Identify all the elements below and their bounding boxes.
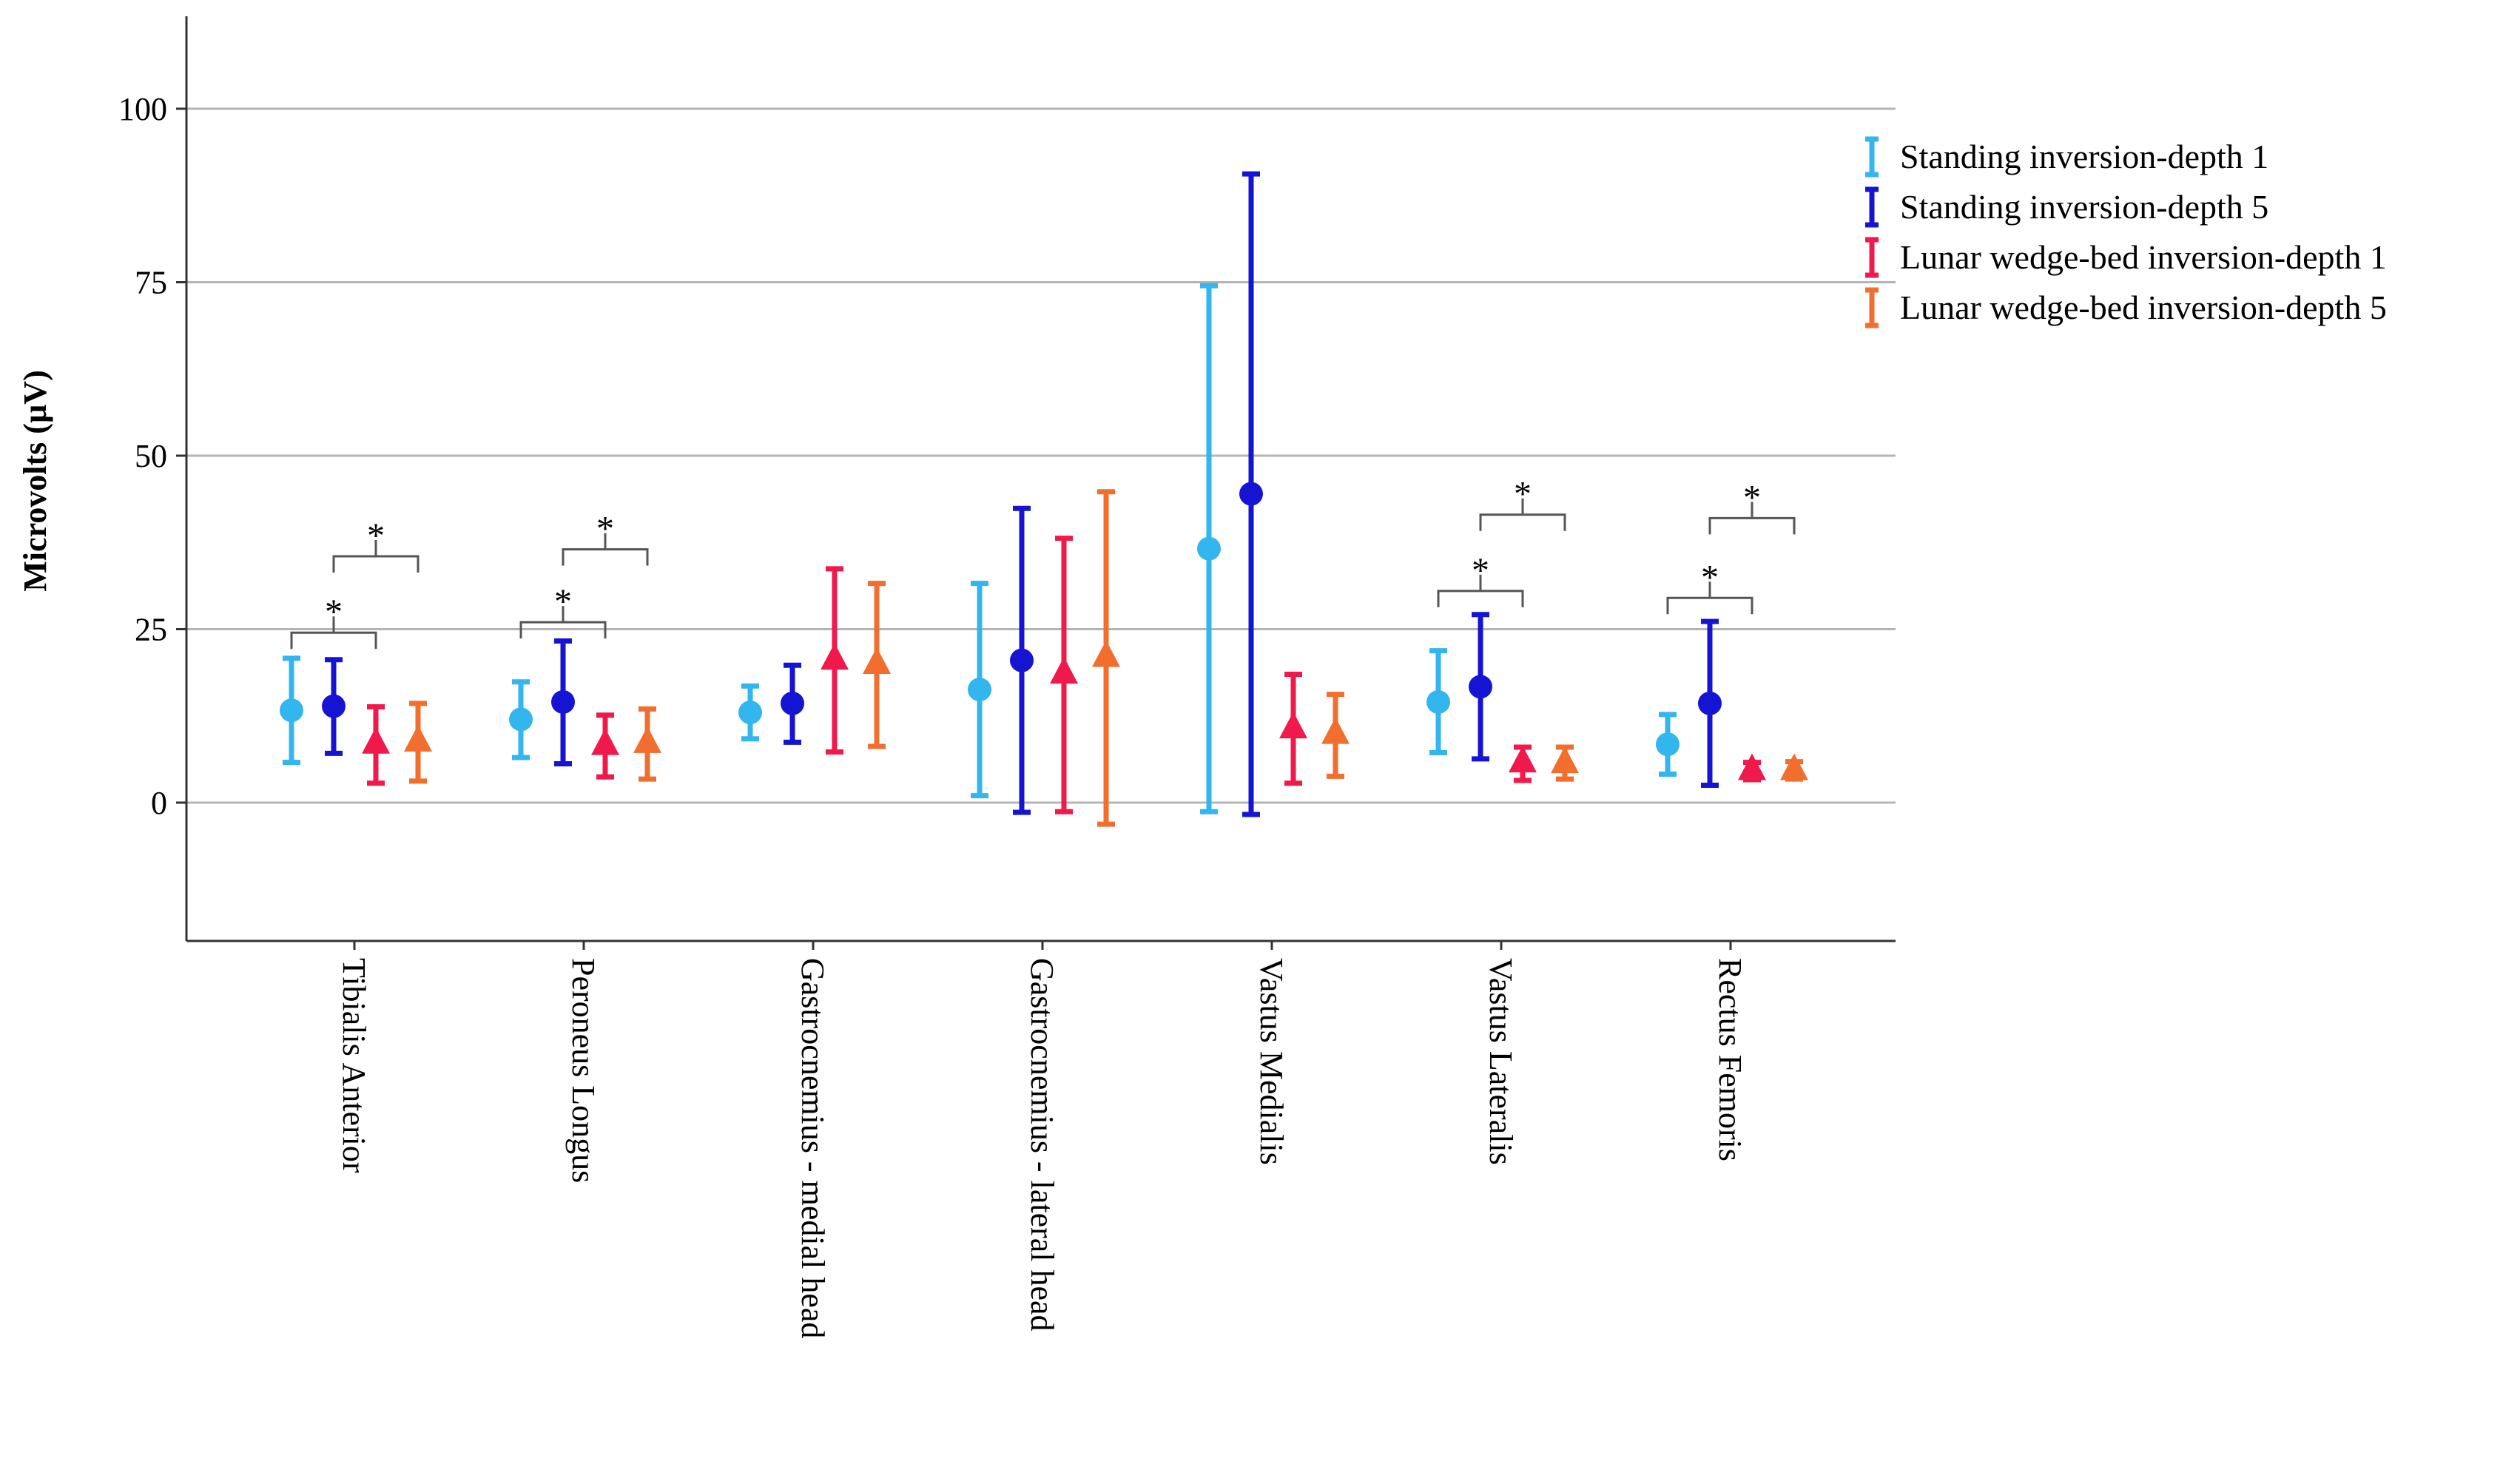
y-tick-label: 0: [151, 785, 167, 821]
mean-marker: [1509, 746, 1537, 773]
mean-marker: [1738, 753, 1766, 780]
mean-marker: [1010, 648, 1034, 672]
mean-marker: [509, 707, 533, 732]
category-label: Gastrocnemius - medial head: [795, 958, 831, 1338]
category-label: Rectus Femoris: [1712, 958, 1748, 1161]
legend-item: Lunar wedge-bed inversion-depth 5: [1865, 287, 2387, 328]
significance-bracket: [1708, 502, 1796, 535]
mean-marker: [362, 726, 390, 754]
significance-annotations: * * * * * * * *: [290, 475, 1796, 649]
mean-marker: [968, 678, 991, 702]
significance-star: *: [596, 510, 614, 549]
y-tick-label: 75: [135, 265, 167, 301]
mean-marker: [633, 726, 661, 753]
significance-star: *: [1701, 558, 1719, 597]
legend-label: Lunar wedge-bed inversion-depth 1: [1900, 238, 2387, 276]
significance-bracket: [1666, 581, 1753, 615]
mean-marker: [863, 647, 891, 674]
mean-marker: [404, 724, 432, 752]
category-label: Tibialis Anterior: [336, 958, 372, 1173]
mean-marker: [1279, 712, 1307, 739]
legend-item: Standing inversion-depth 1: [1865, 136, 2268, 178]
significance-bracket: [290, 616, 377, 649]
legend-label: Standing inversion-depth 5: [1900, 188, 2268, 226]
significance-bracket: [332, 540, 420, 573]
legend: Standing inversion-depth 1 Standing inver…: [1865, 136, 2387, 328]
mean-marker: [1780, 753, 1808, 780]
mean-marker: [781, 691, 804, 715]
axes: 0 25 50 75 100: [118, 16, 1896, 950]
mean-marker: [1321, 717, 1350, 744]
mean-marker: [1426, 689, 1450, 714]
y-axis-title: Microvolts (µV): [17, 370, 53, 591]
significance-star: *: [554, 582, 572, 621]
significance-star: *: [1514, 475, 1532, 514]
series-marks: [280, 171, 1808, 827]
significance-bracket: [1479, 498, 1566, 531]
mean-marker: [821, 643, 849, 670]
significance-bracket: [562, 533, 649, 566]
category-label: Vastus Lateralis: [1483, 958, 1519, 1165]
mean-marker: [551, 689, 575, 714]
significance-bracket: [1437, 574, 1524, 607]
significance-bracket: [519, 606, 607, 639]
category-label: Vastus Medialis: [1253, 958, 1290, 1165]
gridlines: [186, 107, 1896, 804]
significance-star: *: [1472, 551, 1489, 590]
significance-star: *: [367, 516, 385, 556]
mean-marker: [1092, 640, 1120, 667]
mean-marker: [1239, 482, 1263, 506]
legend-label: Standing inversion-depth 1: [1900, 138, 2268, 175]
y-tick-label: 50: [135, 438, 167, 474]
legend-item: Standing inversion-depth 5: [1865, 186, 2268, 228]
mean-marker: [1197, 536, 1221, 561]
category-label: Peroneus Longus: [565, 958, 602, 1183]
significance-star: *: [325, 593, 343, 632]
category-labels: Tibialis Anterior Peroneus Longus Gastrocn…: [336, 958, 1748, 1338]
mean-marker: [322, 694, 346, 718]
mean-marker: [1551, 746, 1579, 774]
legend-item: Lunar wedge-bed inversion-depth 1: [1865, 237, 2387, 278]
mean-marker: [738, 701, 762, 725]
mean-marker: [280, 698, 303, 723]
significance-star: *: [1743, 478, 1761, 517]
y-tick-label: 25: [135, 612, 167, 648]
legend-label: Lunar wedge-bed inversion-depth 5: [1900, 289, 2387, 326]
mean-marker: [1656, 732, 1680, 757]
mean-marker: [1050, 657, 1078, 684]
mean-marker: [1698, 691, 1722, 715]
y-tick-label: 100: [118, 91, 167, 127]
mean-marker: [1469, 675, 1492, 699]
mean-marker: [591, 728, 619, 755]
category-label: Gastrocnemius - lateral head: [1024, 958, 1060, 1332]
